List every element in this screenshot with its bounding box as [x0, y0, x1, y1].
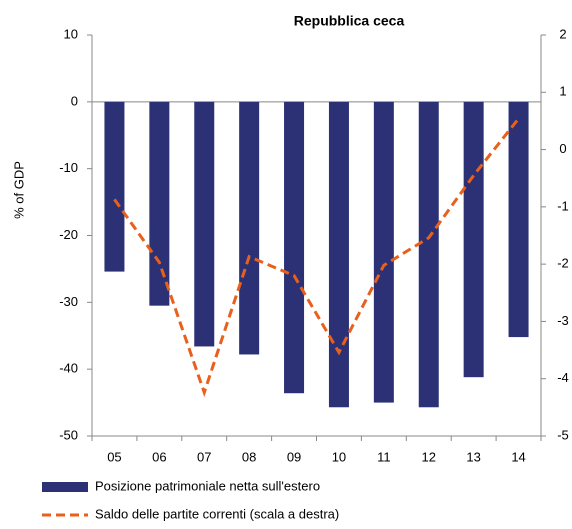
x-tick-label: 14 — [511, 449, 525, 464]
legend-label: Saldo delle partite correnti (scala a de… — [95, 506, 339, 521]
y-axis-label: % of GDP — [11, 161, 26, 219]
y-tick-label: -50 — [59, 427, 78, 442]
x-tick-label: 05 — [107, 449, 121, 464]
y-tick-label: -40 — [59, 361, 78, 376]
bar — [149, 101, 170, 306]
y2-tick-label: -4 — [557, 370, 569, 385]
bar — [104, 101, 125, 272]
x-tick-label: 06 — [152, 449, 166, 464]
line — [113, 117, 520, 398]
y2-tick-label: 0 — [559, 141, 566, 156]
y2-tick-label: 2 — [559, 26, 566, 41]
chart-title: Repubblica ceca — [294, 13, 405, 29]
bar — [463, 101, 484, 378]
bar — [239, 101, 260, 355]
x-tick-label: 11 — [377, 449, 391, 464]
y2-tick-label: -3 — [557, 313, 569, 328]
bar — [373, 101, 394, 403]
y2-tick-label: -1 — [557, 198, 569, 213]
y2-tick-label: -2 — [557, 256, 569, 271]
y-tick-label: 10 — [64, 26, 78, 41]
bar — [328, 101, 349, 408]
x-tick-label: 09 — [287, 449, 301, 464]
y2-tick-label: -5 — [557, 427, 569, 442]
legend-swatch — [42, 482, 88, 492]
x-tick-label: 07 — [197, 449, 211, 464]
x-tick-label: 08 — [242, 449, 256, 464]
x-tick-label: 12 — [422, 449, 436, 464]
bar — [418, 101, 439, 408]
bar — [194, 101, 215, 347]
y-tick-label: -20 — [59, 227, 78, 242]
x-tick-label: 10 — [332, 449, 346, 464]
y-tick-label: -10 — [59, 160, 78, 175]
y-tick-label: 0 — [71, 93, 78, 108]
y2-tick-label: 1 — [559, 84, 566, 99]
bar — [284, 101, 305, 394]
y-tick-label: -30 — [59, 294, 78, 309]
legend-label: Posizione patrimoniale netta sull'estero — [95, 478, 320, 493]
x-tick-label: 13 — [466, 449, 480, 464]
bar — [508, 101, 529, 338]
